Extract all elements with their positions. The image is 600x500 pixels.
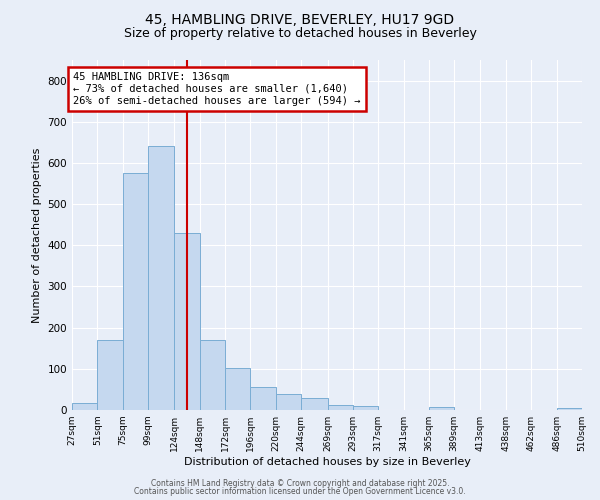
- Text: Contains HM Land Registry data © Crown copyright and database right 2025.: Contains HM Land Registry data © Crown c…: [151, 478, 449, 488]
- Bar: [429, 406, 454, 410]
- Bar: [200, 340, 225, 410]
- Bar: [353, 406, 378, 410]
- Bar: [250, 388, 276, 410]
- Bar: [122, 173, 148, 410]
- Bar: [148, 146, 175, 410]
- Bar: [225, 368, 250, 410]
- X-axis label: Distribution of detached houses by size in Beverley: Distribution of detached houses by size …: [184, 457, 470, 467]
- Bar: [175, 233, 200, 410]
- Bar: [72, 403, 97, 410]
- Bar: [276, 394, 301, 410]
- Text: 45 HAMBLING DRIVE: 136sqm
← 73% of detached houses are smaller (1,640)
26% of se: 45 HAMBLING DRIVE: 136sqm ← 73% of detac…: [73, 72, 361, 106]
- Bar: [301, 398, 328, 410]
- Text: Contains public sector information licensed under the Open Government Licence v3: Contains public sector information licen…: [134, 487, 466, 496]
- Y-axis label: Number of detached properties: Number of detached properties: [32, 148, 42, 322]
- Bar: [328, 405, 353, 410]
- Bar: [97, 340, 122, 410]
- Text: Size of property relative to detached houses in Beverley: Size of property relative to detached ho…: [124, 28, 476, 40]
- Bar: [557, 408, 582, 410]
- Text: 45, HAMBLING DRIVE, BEVERLEY, HU17 9GD: 45, HAMBLING DRIVE, BEVERLEY, HU17 9GD: [145, 12, 455, 26]
